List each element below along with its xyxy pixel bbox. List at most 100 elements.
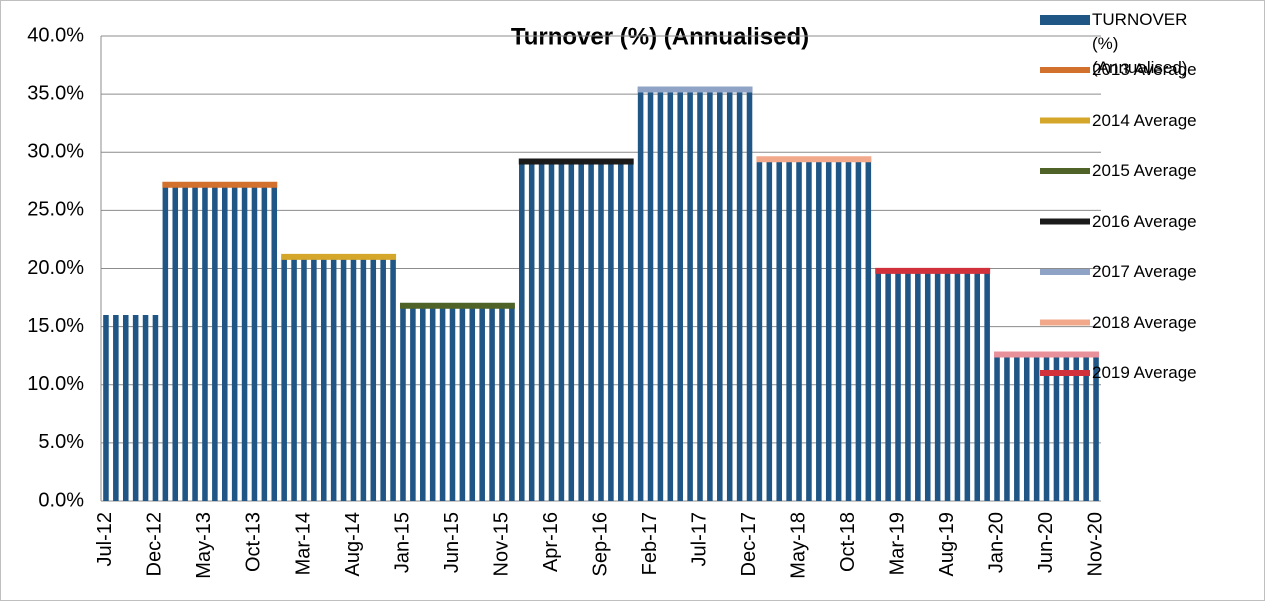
bar (776, 159, 782, 501)
y-tick-label: 35.0% (27, 82, 84, 104)
bar (261, 187, 268, 501)
x-tick-label: Nov-15 (490, 512, 512, 576)
bar (390, 256, 396, 501)
x-tick-label: Nov-20 (1084, 512, 1106, 576)
x-tick-label: Jan-15 (391, 512, 413, 573)
bar (519, 161, 525, 502)
bar (855, 159, 862, 501)
bar (410, 305, 416, 501)
bar (845, 159, 852, 501)
bar (657, 89, 664, 501)
x-tick-label: Jul-17 (688, 512, 710, 566)
bar (113, 315, 119, 501)
bar (1004, 354, 1010, 501)
bar (964, 270, 971, 501)
legend-label: 2016 Average (1092, 211, 1197, 231)
x-tick-label: Aug-19 (936, 512, 958, 577)
bar (924, 270, 931, 501)
x-tick-label: Feb-17 (639, 512, 661, 575)
bar (1073, 354, 1080, 501)
bar (202, 187, 208, 501)
bar (162, 187, 169, 501)
bar (449, 305, 456, 501)
y-tick-label: 40.0% (27, 24, 84, 46)
y-tick-label: 25.0% (27, 199, 84, 221)
bar (400, 305, 406, 501)
bar (944, 270, 951, 501)
x-tick-label: Sep-16 (589, 512, 611, 577)
legend-label: 2017 Average (1092, 262, 1197, 281)
bar (697, 89, 703, 501)
bar (241, 187, 248, 501)
bar (301, 256, 307, 501)
y-tick-label: 20.0% (27, 257, 84, 279)
y-tick-label: 30.0% (27, 141, 84, 163)
bar (212, 187, 218, 501)
bar (499, 305, 505, 501)
y-tick-label: 15.0% (27, 315, 84, 337)
bar (479, 305, 485, 501)
x-tick-label: Jun-20 (1035, 512, 1057, 573)
bar (380, 256, 386, 501)
bar (994, 354, 1000, 501)
bar (667, 89, 674, 501)
x-tick-label: May-18 (787, 512, 809, 579)
x-tick-label: May-13 (193, 512, 215, 579)
bar (340, 256, 347, 501)
bar (1063, 354, 1070, 501)
bar (618, 161, 624, 502)
x-tick-label: Dec-17 (738, 512, 760, 576)
bar (509, 305, 515, 501)
bar (905, 270, 911, 501)
bar (717, 89, 723, 501)
bar (429, 305, 436, 501)
legend-swatch (1040, 15, 1090, 25)
bar (281, 256, 287, 501)
bar (835, 159, 842, 501)
bar (627, 161, 634, 502)
bar (350, 256, 357, 501)
bar (885, 270, 891, 501)
bar (598, 161, 604, 502)
bar (875, 270, 881, 501)
bar (370, 256, 377, 501)
bar (360, 256, 367, 501)
legend-label: TURNOVER (%) (Annualised) (1092, 10, 1188, 77)
bar (221, 187, 228, 501)
bar (103, 315, 109, 501)
bar (647, 89, 654, 501)
bar (152, 315, 159, 501)
bar (459, 305, 466, 501)
bar (538, 161, 545, 502)
bar (172, 187, 179, 501)
bar (1023, 354, 1030, 501)
x-tick-label: Aug-14 (342, 512, 364, 577)
bar (895, 270, 901, 501)
bar (271, 187, 278, 501)
bar (637, 89, 644, 501)
x-tick-label: Jun-15 (441, 512, 463, 573)
y-tick-label: 5.0% (38, 431, 84, 453)
bar (608, 161, 614, 502)
bar (865, 159, 872, 501)
legend-label: 2018 Average (1092, 312, 1197, 332)
bar (1093, 354, 1099, 501)
bar (816, 159, 822, 501)
x-tick-label: Apr-16 (540, 512, 562, 572)
y-tick-label: 10.0% (27, 373, 84, 395)
y-tick-label: 0.0% (38, 489, 84, 511)
bar (974, 270, 981, 501)
bar (1014, 354, 1020, 501)
bar (786, 159, 792, 501)
bar (915, 270, 921, 501)
bar (192, 187, 198, 501)
bar (142, 315, 149, 501)
bar (766, 159, 773, 501)
bar (588, 161, 594, 502)
chart-title: Turnover (%) (Annualised) (511, 23, 809, 50)
bar (182, 187, 188, 501)
bar (291, 256, 297, 501)
legend-label: 2013 Average (1092, 60, 1197, 79)
legend-label: 2015 Average (1092, 161, 1197, 180)
